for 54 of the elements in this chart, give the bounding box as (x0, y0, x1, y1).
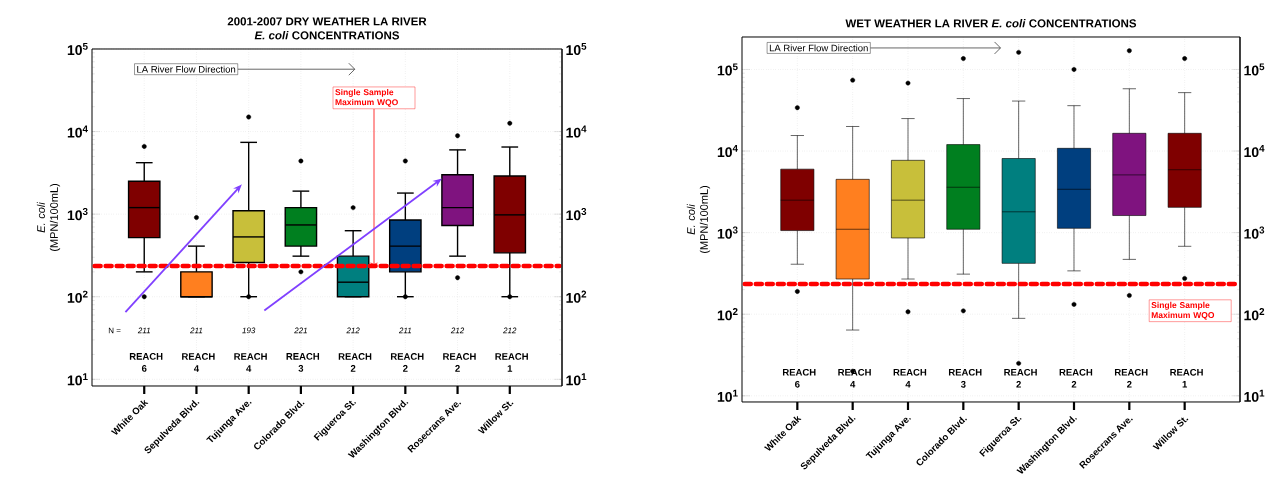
text: 10$^{4}$ (566, 125, 587, 138)
annotation: 211 (137, 327, 150, 334)
annotation: REACH 4 (182, 353, 215, 372)
text: 10$^{2}$ (1244, 308, 1265, 321)
y-tick-label: 10$^{4}$ (717, 144, 738, 158)
y-tick-label: 10$^{1}$ (717, 389, 738, 402)
annotation: 212 (450, 327, 465, 334)
text: 10$^{4}$ (1244, 144, 1265, 158)
annotation: 211 (398, 327, 412, 334)
chart-title: 2001-2007 DRY WEATHER LA RIVER (227, 17, 427, 26)
annotation: REACH 4 (893, 368, 927, 388)
y-tick-label: 10$^{2}$ (67, 290, 88, 303)
annotation: REACH 2 (1004, 368, 1037, 388)
chart-subtitle: E. coli CONCENTRATIONS (254, 31, 400, 40)
y-tick-label: 10$^{3}$ (67, 208, 88, 221)
y-axis-title: E. coli (MPN/100mL) (36, 183, 61, 252)
annotation: 211 (190, 327, 203, 334)
text: 10$^{5}$ (1244, 63, 1265, 76)
annotation: LA River Flow Direction (769, 44, 868, 52)
annotation: REACH 2 (338, 353, 372, 372)
annotation: REACH 6 (782, 368, 816, 388)
annotation: 221 (294, 327, 307, 334)
annotation: 193 (242, 327, 256, 334)
chart-title: WET WEATHER LA RIVER E. coli CONCENTRATIONS (845, 19, 1137, 28)
annotation: REACH 3 (948, 368, 982, 388)
annotation: REACH 2 (390, 353, 424, 372)
y-tick-label: 10$^{3}$ (717, 226, 738, 239)
annotation: LA River Flow Direction (137, 65, 236, 73)
text: 10$^{1}$ (1244, 389, 1265, 402)
annotation: REACH 4 (234, 353, 267, 372)
ref-line-label: Single Sample Maximum WQO (335, 88, 398, 107)
annotation: REACH 1 (1170, 368, 1203, 388)
text: 10$^{3}$ (566, 208, 587, 221)
y-tick-label: 10$^{2}$ (717, 308, 738, 321)
annotation: 212 (503, 327, 517, 334)
annotation: REACH 2 (443, 353, 476, 372)
annotation: REACH 1 (495, 353, 528, 372)
y-tick-label: 10$^{1}$ (67, 373, 88, 386)
text: 10$^{2}$ (566, 290, 587, 303)
text: 10$^{5}$ (566, 42, 587, 56)
y-tick-label: 10$^{4}$ (67, 125, 88, 138)
annotation: REACH 6 (129, 353, 163, 372)
text: 10$^{1}$ (566, 373, 587, 386)
y-tick-label: 10$^{5}$ (717, 63, 738, 76)
ref-line-label: Single Sample Maximum WQO (1151, 301, 1215, 320)
annotation: 212 (346, 327, 360, 334)
annotation: REACH 2 (1059, 368, 1093, 388)
text: 10$^{3}$ (1244, 226, 1265, 239)
annotation: REACH 3 (286, 353, 320, 372)
y-tick-label: 10$^{5}$ (67, 42, 88, 56)
annotation: REACH 2 (1114, 368, 1148, 388)
y-axis-title: E. coli (MPN/100mL) (686, 185, 711, 254)
annotation: REACH 4 (838, 368, 871, 388)
annotation: N = (108, 327, 121, 334)
